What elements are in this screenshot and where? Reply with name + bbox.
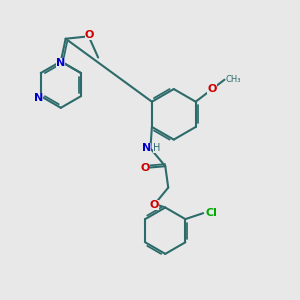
- Text: N: N: [56, 58, 65, 68]
- Text: H: H: [153, 143, 160, 153]
- Text: N: N: [142, 143, 151, 153]
- Text: CH₃: CH₃: [226, 75, 242, 84]
- Text: O: O: [85, 30, 94, 40]
- Text: Cl: Cl: [206, 208, 218, 218]
- Text: O: O: [149, 200, 159, 210]
- Text: O: O: [141, 163, 150, 173]
- Text: N: N: [34, 93, 43, 103]
- Text: O: O: [207, 84, 217, 94]
